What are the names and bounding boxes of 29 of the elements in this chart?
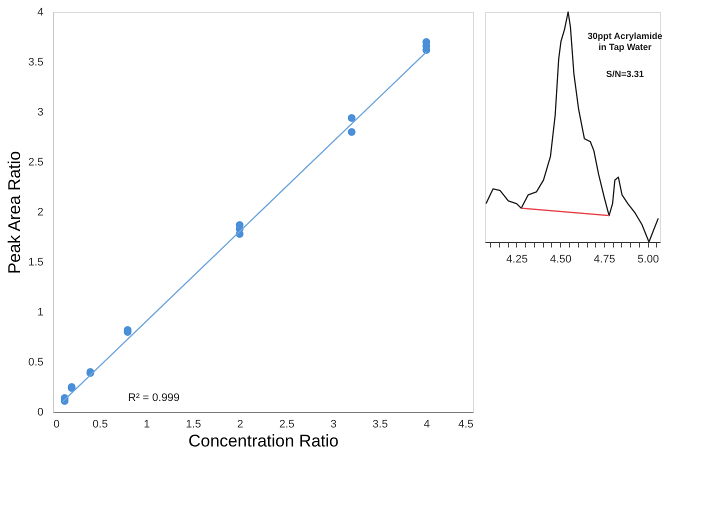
y-tick-label: 2.5 bbox=[28, 156, 44, 168]
x-tick-label: 0 bbox=[54, 418, 60, 430]
x-tick-label: 2.5 bbox=[279, 418, 294, 430]
point bbox=[348, 128, 356, 136]
annotation: 30ppt Acrylamide in Tap Water bbox=[588, 31, 662, 52]
y-tick-label: 0 bbox=[37, 406, 44, 418]
x-tick-label: 3.5 bbox=[372, 418, 388, 430]
y-axis-title: Peak Area Ratio bbox=[5, 151, 24, 274]
y-tick-label: 2 bbox=[37, 206, 44, 218]
x-tick-label: 0.5 bbox=[92, 418, 108, 430]
x-tick-label: 3 bbox=[330, 418, 337, 430]
x-tick-label: 1 bbox=[144, 418, 150, 430]
y-tick-label: 0.5 bbox=[28, 356, 44, 368]
x-tick-label: 4.50 bbox=[550, 254, 572, 266]
point bbox=[348, 114, 356, 122]
x-axis-title: Concentration Ratio bbox=[188, 432, 339, 450]
x-tick-label: 4.25 bbox=[506, 254, 528, 266]
y-tick-label: 1 bbox=[37, 306, 44, 318]
annotation: S/N=3.31 bbox=[606, 69, 644, 79]
y-tick-label: 4 bbox=[37, 6, 44, 18]
x-tick-label: 4 bbox=[424, 418, 430, 430]
y-tick-label: 3 bbox=[37, 106, 44, 118]
x-tick-label: 4.75 bbox=[594, 254, 616, 266]
x-tick-label: 5.00 bbox=[638, 254, 659, 266]
x-tick-label: 1.5 bbox=[186, 418, 202, 430]
x-tick-label: 2 bbox=[237, 418, 244, 430]
y-tick-label: 3.5 bbox=[28, 56, 44, 68]
x-tick-label: 4.5 bbox=[458, 418, 474, 430]
annotation: R² = 0.999 bbox=[128, 392, 180, 404]
